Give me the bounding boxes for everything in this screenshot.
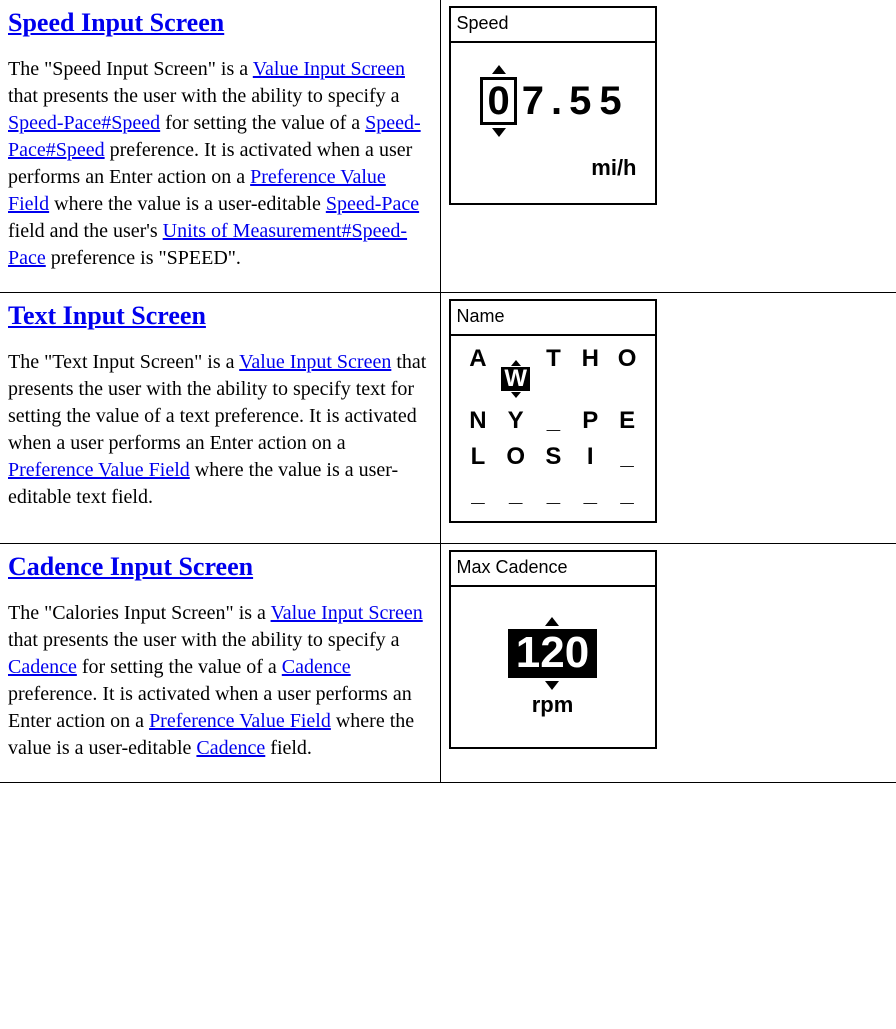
cadence-value-wrap[interactable]: 120 rpm [508,617,597,717]
device-cell: NameAWTHONY_PELOSI______ [440,293,896,544]
section-heading: Cadence Input Screen [8,552,432,582]
char-cell[interactable]: _ [465,481,492,507]
table-row: Cadence Input Screen The "Calories Input … [0,544,896,783]
digit-value: 0 [480,77,516,125]
table-row: Speed Input Screen The "Speed Input Scree… [0,0,896,293]
description-cell: Cadence Input Screen The "Calories Input … [0,544,440,783]
char-cell[interactable]: S [540,444,567,470]
char-cell[interactable]: E [614,408,641,434]
char-cell[interactable]: O [501,444,530,470]
cadence-value: 120 [508,629,597,677]
device-screen: Max Cadence 120 rpm [449,550,657,749]
inline-link[interactable]: Value Input Screen [239,351,391,373]
table-row: Text Input Screen The "Text Input Screen"… [0,293,896,544]
inline-link[interactable]: Speed-Pace [326,193,419,215]
char-cell[interactable]: L [465,444,492,470]
char-cell[interactable]: A [465,346,492,398]
section-heading-link[interactable]: Speed Input Screen [8,8,224,37]
arrow-down-icon [511,392,521,398]
char-cell[interactable]: P [577,408,604,434]
speed-selected-digit[interactable]: 0 [480,65,516,137]
arrow-down-icon [545,681,559,690]
char-cell[interactable]: I [577,444,604,470]
device-body: 07.55mi/h [451,43,655,203]
char-cell[interactable]: H [577,346,604,398]
inline-link[interactable]: Speed-Pace#Speed [8,112,160,134]
section-heading-link[interactable]: Cadence Input Screen [8,552,253,581]
device-screen: Speed07.55mi/h [449,6,657,205]
char-cell[interactable]: _ [614,481,641,507]
char-selected: W [501,367,530,391]
device-title: Max Cadence [451,552,655,587]
char-cell[interactable]: Y [501,408,530,434]
char-cell[interactable]: N [465,408,492,434]
section-heading-link[interactable]: Text Input Screen [8,301,206,330]
speed-digit: 7 [519,79,547,124]
inline-link[interactable]: Cadence [8,656,77,678]
inline-link[interactable]: Cadence [282,656,351,678]
device-cell: Max Cadence 120 rpm [440,544,896,783]
description: The "Calories Input Screen" is a Value I… [8,600,432,762]
arrow-up-icon [545,617,559,626]
inline-link[interactable]: Preference Value Field [149,710,331,732]
description-cell: Text Input Screen The "Text Input Screen"… [0,293,440,544]
inline-link[interactable]: Preference Value Field [8,459,190,481]
device-body: 120 rpm [451,587,655,747]
description-cell: Speed Input Screen The "Speed Input Scree… [0,0,440,293]
device-screen: NameAWTHONY_PELOSI______ [449,299,657,523]
inline-link[interactable]: Cadence [196,737,265,759]
char-cell[interactable]: T [540,346,567,398]
char-cell[interactable]: _ [540,481,567,507]
device-body: AWTHONY_PELOSI______ [451,336,655,521]
device-title: Name [451,301,655,336]
speed-unit: mi/h [591,155,636,181]
arrow-up-icon [492,65,506,74]
char-cell[interactable]: _ [501,481,530,507]
cadence-unit: rpm [532,692,574,718]
inline-link[interactable]: Units of Measurement#Speed-Pace [8,220,407,269]
arrow-down-icon [492,128,506,137]
char-cell[interactable]: W [501,346,530,398]
description: The "Speed Input Screen" is a Value Inpu… [8,56,432,272]
char-cell[interactable]: _ [614,444,641,470]
inline-link[interactable]: Value Input Screen [253,58,405,80]
section-heading: Text Input Screen [8,301,432,331]
speed-digit: 5 [596,79,624,124]
inline-link[interactable]: Value Input Screen [271,602,423,624]
char-cell[interactable]: _ [577,481,604,507]
char-grid: AWTHONY_PELOSI______ [459,346,647,507]
device-title: Speed [451,8,655,43]
section-heading: Speed Input Screen [8,8,432,38]
device-cell: Speed07.55mi/h [440,0,896,293]
doc-table: Speed Input Screen The "Speed Input Scree… [0,0,896,783]
speed-digit: 5 [566,79,594,124]
char-cell[interactable]: _ [540,408,567,434]
speed-digit: . [549,79,564,124]
char-cell[interactable]: O [614,346,641,398]
description: The "Text Input Screen" is a Value Input… [8,349,432,511]
